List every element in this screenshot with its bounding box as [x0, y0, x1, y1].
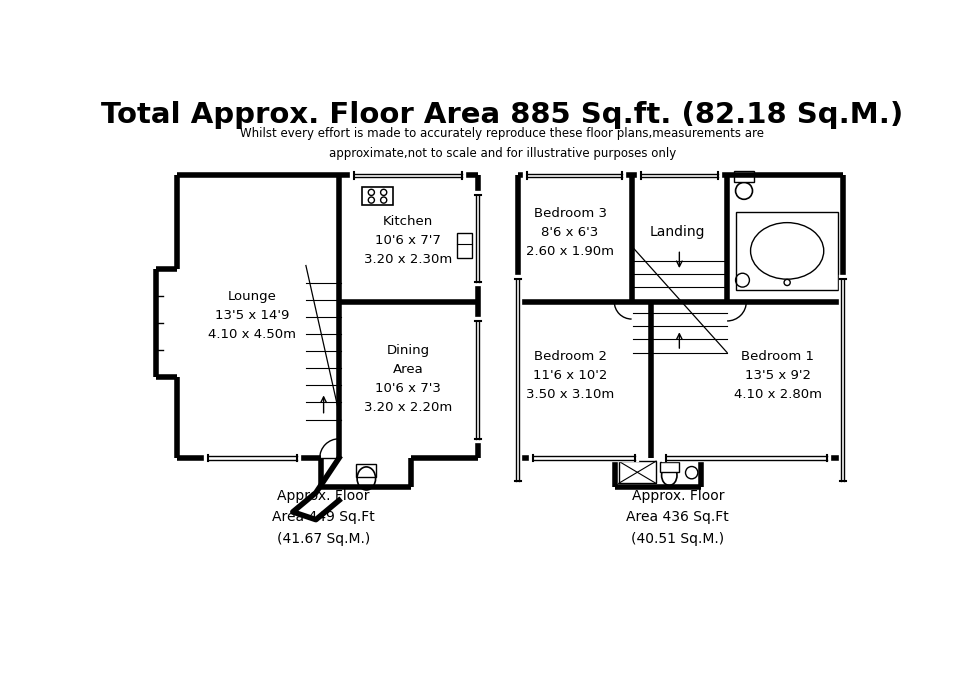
Bar	[661, 462, 678, 472]
Text: Approx. Floor
Area 436 Sq.Ft
(40.51 Sq.M.): Approx. Floor Area 436 Sq.Ft (40.51 Sq.M…	[626, 489, 729, 546]
Text: Lounge
13'5 x 14'9
4.10 x 4.50m: Lounge 13'5 x 14'9 4.10 x 4.50m	[208, 290, 296, 341]
Bar	[736, 212, 838, 290]
Bar	[618, 461, 657, 484]
Bar	[457, 233, 472, 258]
Text: Bedroom 1
13'5 x 9'2
4.10 x 2.80m: Bedroom 1 13'5 x 9'2 4.10 x 2.80m	[734, 350, 822, 401]
Bar	[734, 171, 754, 181]
Text: Approx. Floor
Area 449 Sq.Ft
(41.67 Sq.M.): Approx. Floor Area 449 Sq.Ft (41.67 Sq.M…	[272, 489, 375, 546]
Text: Bedroom 2
11'6 x 10'2
3.50 x 3.10m: Bedroom 2 11'6 x 10'2 3.50 x 3.10m	[526, 350, 614, 401]
Text: Dining
Area
10'6 x 7'3
3.20 x 2.20m: Dining Area 10'6 x 7'3 3.20 x 2.20m	[365, 344, 453, 414]
Text: Kitchen
10'6 x 7'7
3.20 x 2.30m: Kitchen 10'6 x 7'7 3.20 x 2.30m	[365, 215, 453, 266]
Bar	[357, 464, 376, 477]
Text: Whilst every effort is made to accurately reproduce these floor plans,measuremen: Whilst every effort is made to accuratel…	[240, 127, 764, 161]
Text: Total Approx. Floor Area 885 Sq.ft. (82.18 Sq.M.): Total Approx. Floor Area 885 Sq.ft. (82.…	[101, 102, 904, 129]
Polygon shape	[633, 248, 727, 352]
Text: Bedroom 3
8'6 x 6'3
2.60 x 1.90m: Bedroom 3 8'6 x 6'3 2.60 x 1.90m	[526, 207, 614, 258]
Bar	[363, 187, 393, 206]
Text: Landing: Landing	[650, 226, 706, 239]
